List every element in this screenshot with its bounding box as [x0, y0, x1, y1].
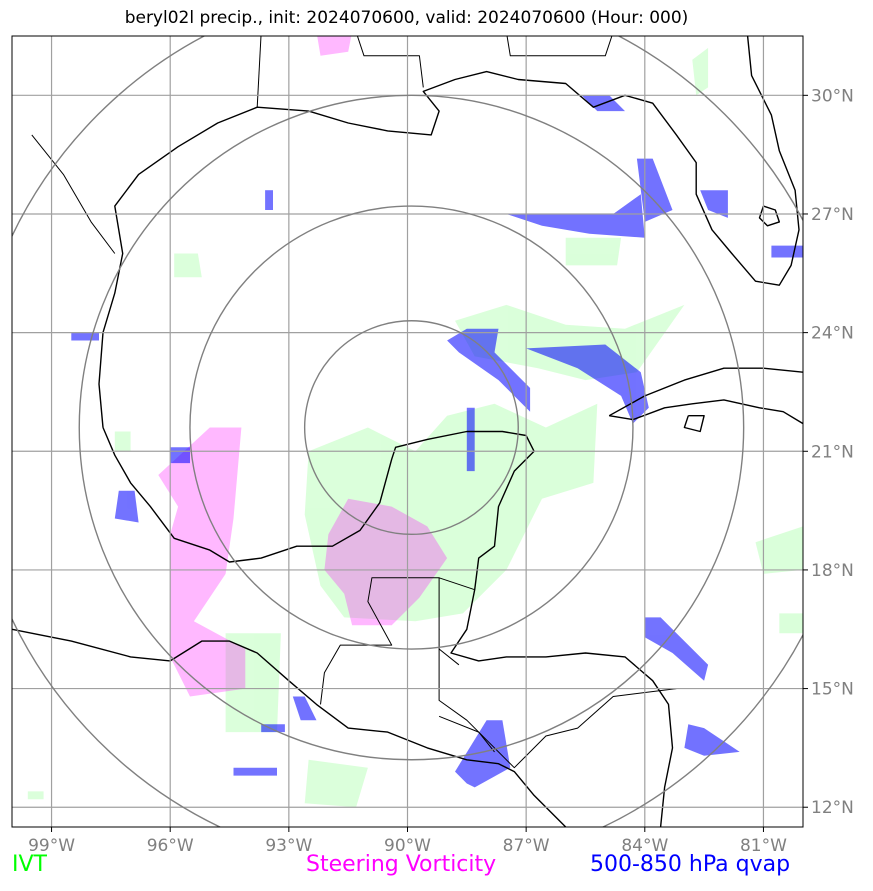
qvap-region	[506, 194, 645, 238]
ivt-region	[114, 431, 131, 452]
ivt-region	[455, 304, 685, 381]
legend-qvap: 500-850 hPa qvap	[590, 852, 791, 877]
coastlines	[12, 36, 803, 827]
tick-label-lon: 81°W	[740, 836, 787, 856]
legend-ivt: IVT	[12, 852, 47, 877]
qvap-region	[71, 332, 99, 341]
coastline	[608, 367, 803, 417]
qvap-region	[233, 767, 277, 776]
tick-label-lon: 96°W	[147, 836, 194, 856]
border-line	[256, 36, 262, 108]
qvap-region	[700, 190, 728, 218]
longitude-ticks: 99°W 96°W 93°W 90°W 87°W 84°W 81°W	[28, 827, 787, 856]
qvap-region	[265, 190, 273, 210]
latitude-ticks: 12°N 15°N 18°N 21°N 24°N 27°N 30°N	[803, 86, 854, 818]
vorticity-region	[324, 498, 448, 626]
qvap-region	[526, 344, 649, 424]
qvap-region	[292, 696, 317, 721]
ivt-contours	[27, 47, 803, 808]
border-line	[320, 577, 460, 705]
ivt-region	[304, 759, 368, 808]
coastline	[683, 415, 705, 433]
ivt-region	[779, 613, 803, 634]
chart-title: beryl02l precip., init: 2024070600, vali…	[124, 8, 689, 28]
qvap-region	[447, 328, 531, 412]
ivt-region	[225, 633, 281, 733]
ivt-region	[27, 791, 44, 800]
tick-label-lat: 24°N	[811, 324, 854, 344]
qvap-region	[636, 158, 673, 222]
coastline	[609, 399, 803, 425]
qvap-region	[455, 720, 511, 788]
tick-label-lon: 90°W	[384, 836, 431, 856]
border-line	[438, 577, 475, 591]
tick-label-lat: 12°N	[811, 798, 854, 818]
vorticity-contours	[158, 36, 448, 697]
range-rings	[12, 36, 803, 827]
legend-vorticity: Steering Vorticity	[306, 852, 497, 877]
tick-label-lon: 99°W	[28, 836, 75, 856]
ivt-region	[478, 510, 515, 559]
coastline	[98, 36, 800, 428]
qvap-region	[771, 245, 803, 258]
tick-label-lat: 27°N	[811, 205, 854, 225]
tick-label-lat: 15°N	[811, 680, 854, 700]
coastline	[12, 628, 567, 827]
vorticity-region	[158, 427, 246, 697]
qvap-region	[170, 447, 190, 464]
tick-label-lat: 18°N	[811, 561, 854, 581]
ivt-region	[565, 237, 622, 266]
qvap-region	[466, 407, 475, 472]
coastline	[102, 427, 674, 827]
range-ring	[303, 320, 519, 536]
tick-label-lat: 21°N	[811, 442, 854, 462]
tick-label-lon: 93°W	[265, 836, 312, 856]
ivt-region	[692, 47, 709, 96]
ivt-region	[174, 253, 202, 278]
tick-label-lon: 84°W	[621, 836, 668, 856]
border-line	[506, 36, 613, 57]
qvap-region	[684, 724, 740, 756]
tick-label-lon: 87°W	[503, 836, 550, 856]
qvap-region	[114, 490, 139, 523]
qvap-region	[644, 617, 709, 681]
border-line	[577, 826, 579, 827]
coastline	[758, 205, 780, 227]
tick-label-lat: 30°N	[811, 86, 854, 106]
range-ring	[78, 94, 745, 761]
ivt-region	[755, 526, 803, 574]
border-line	[438, 649, 677, 769]
vorticity-region	[317, 36, 352, 56]
border-line	[356, 36, 424, 88]
range-ring	[189, 205, 634, 650]
border-line	[31, 134, 116, 254]
ivt-region	[304, 403, 598, 622]
map-panel	[12, 36, 803, 827]
graticule	[12, 36, 803, 827]
